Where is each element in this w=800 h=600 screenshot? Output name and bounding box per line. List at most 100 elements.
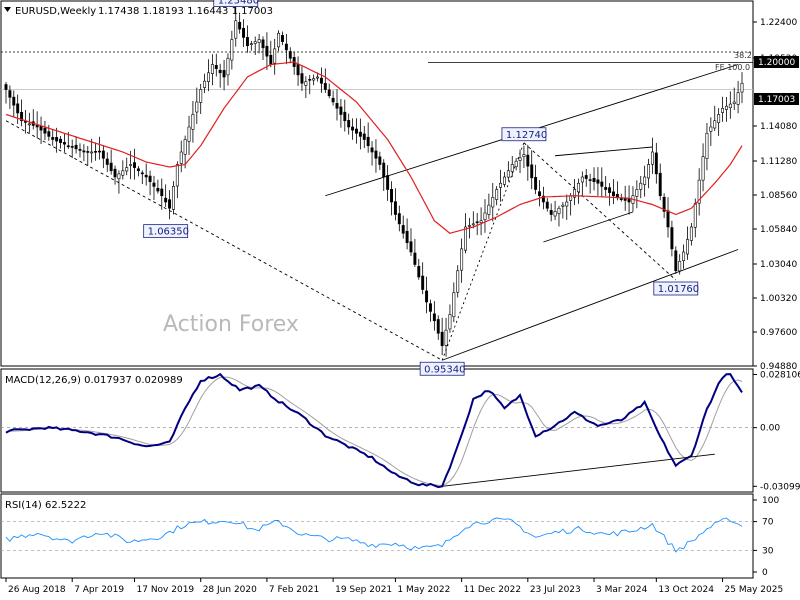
rsi-layer (1, 517, 753, 553)
candle-body (545, 201, 549, 209)
candle-body (125, 167, 129, 172)
candle-body (647, 164, 651, 179)
collapse-triangle-icon[interactable] (4, 7, 11, 12)
candle-body (20, 111, 24, 122)
candle-body (355, 128, 358, 134)
candle-body (43, 127, 47, 134)
candle-body (27, 123, 31, 126)
candle-body (635, 189, 639, 197)
candle-body (187, 126, 191, 142)
candle-body (541, 195, 545, 203)
candle-body (273, 48, 277, 64)
macd-tick-label: 0.00 (760, 424, 780, 434)
channel-lower-line (441, 249, 739, 361)
candle-body (47, 131, 51, 137)
candle-body (479, 220, 483, 223)
candle-body (288, 51, 292, 59)
time-tick-label: 3 Mar 2024 (596, 585, 648, 595)
candle-body (483, 212, 487, 220)
candle-body (596, 179, 600, 184)
macd-line (5, 372, 743, 489)
price-tick-label: 1.03040 (760, 260, 797, 270)
candle-body (386, 175, 390, 190)
candle-body (592, 177, 596, 182)
price-pane (0, 0, 754, 367)
price-tick-label: 0.97600 (760, 328, 797, 338)
candle-body (59, 138, 62, 143)
candle-body (549, 210, 553, 215)
candle-body (697, 179, 701, 204)
candle-body (413, 252, 417, 265)
candle-body (362, 133, 366, 140)
candle-body (390, 189, 393, 203)
price-tick-label: 1.22400 (760, 18, 797, 28)
candle-body (650, 151, 654, 165)
candles (4, 6, 744, 357)
candle-body (370, 147, 374, 153)
candle-body (70, 146, 74, 148)
moving-average (5, 61, 743, 234)
candle-body (401, 225, 405, 234)
time-tick-label: 13 Oct 2024 (658, 585, 714, 595)
candle-body (62, 142, 66, 145)
candle-body (724, 105, 728, 110)
candle-body (740, 82, 744, 93)
candle-body (160, 188, 164, 197)
fe-100-label: FE 100.0 (715, 63, 750, 72)
candle-body (121, 170, 125, 176)
dashed-support-line (5, 120, 443, 361)
candle-body (689, 226, 693, 241)
candle-body (24, 121, 27, 123)
candle-body (109, 162, 113, 172)
candle-body (4, 84, 8, 90)
candle-body (8, 90, 12, 98)
rsi-tick-label: 70 (762, 518, 774, 528)
candle-body (670, 227, 674, 250)
candle-body (39, 125, 43, 131)
candle-body (440, 331, 444, 347)
time-tick-label: 23 Jul 2023 (530, 585, 581, 595)
candle-body (557, 207, 561, 214)
candle-body (265, 45, 269, 57)
candle-body (674, 250, 678, 272)
candle-body (522, 154, 526, 157)
candle-body (238, 22, 242, 30)
candle-body (518, 157, 522, 161)
candle-body (444, 329, 448, 346)
candle-body (366, 136, 370, 147)
rsi-axis: 100 70 30 0 (753, 496, 779, 578)
candle-body (55, 137, 59, 142)
candle-body (393, 201, 397, 215)
candle-body (168, 199, 172, 209)
candle-body (495, 189, 499, 200)
candle-body (82, 150, 86, 153)
candle-body (347, 120, 351, 128)
flag-upper-line (555, 146, 653, 157)
candle-body (580, 176, 584, 183)
candle-body (405, 230, 409, 243)
candle-body (374, 150, 378, 159)
current-price-label: 1.17003 (754, 93, 799, 105)
candle-body (475, 221, 479, 224)
candle-body (600, 181, 604, 187)
candle-body (421, 275, 425, 290)
candle-body (97, 150, 101, 153)
candle-body (717, 114, 721, 124)
candle-body (351, 126, 355, 131)
rsi-line (5, 517, 743, 553)
candle-body (382, 162, 386, 178)
time-tick-label: 19 Sep 2021 (335, 585, 392, 595)
candle-body (327, 89, 331, 97)
candle-body (66, 145, 70, 148)
fib-leg-1 (441, 142, 525, 361)
candle-body (510, 164, 514, 172)
candle-body (210, 64, 214, 74)
candle-body (234, 20, 238, 39)
candle-body (643, 176, 647, 185)
annotation-label: 1.12740 (506, 130, 547, 141)
candle-body (619, 198, 623, 200)
candle-body (491, 197, 495, 208)
candle-body (218, 69, 222, 74)
watermark: Action Forex (163, 312, 299, 337)
price-tick-label: 0.94880 (760, 362, 797, 372)
